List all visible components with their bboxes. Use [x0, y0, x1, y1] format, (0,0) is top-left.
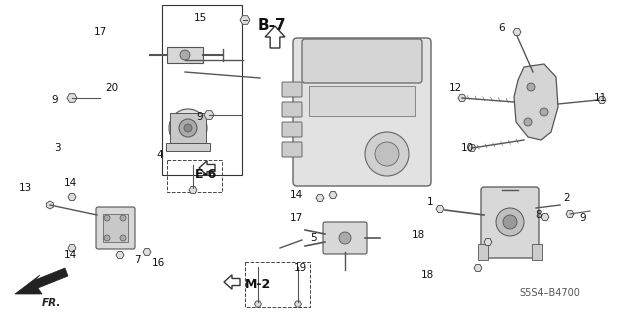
Circle shape — [180, 50, 190, 60]
Text: 17: 17 — [289, 213, 303, 223]
Circle shape — [339, 232, 351, 244]
Polygon shape — [474, 265, 482, 271]
Polygon shape — [68, 244, 76, 252]
Text: 6: 6 — [499, 23, 506, 33]
Polygon shape — [484, 238, 492, 245]
Polygon shape — [294, 301, 301, 307]
Polygon shape — [436, 205, 444, 212]
FancyBboxPatch shape — [302, 39, 422, 83]
FancyBboxPatch shape — [282, 82, 302, 97]
Polygon shape — [199, 161, 215, 175]
Text: 19: 19 — [293, 263, 307, 273]
FancyBboxPatch shape — [96, 207, 135, 249]
Polygon shape — [224, 275, 240, 289]
Polygon shape — [143, 249, 151, 255]
Polygon shape — [67, 94, 77, 102]
Text: 7: 7 — [134, 255, 140, 265]
Polygon shape — [598, 97, 606, 103]
FancyBboxPatch shape — [481, 187, 539, 258]
Text: 18: 18 — [420, 270, 434, 280]
Bar — [166, 143, 210, 151]
Text: 8: 8 — [536, 210, 542, 220]
Text: 15: 15 — [193, 13, 207, 23]
Circle shape — [540, 108, 548, 116]
Text: M-2: M-2 — [245, 278, 271, 291]
Polygon shape — [68, 194, 76, 200]
Bar — [478, 244, 488, 260]
FancyBboxPatch shape — [323, 222, 367, 254]
Text: 2: 2 — [564, 193, 570, 203]
Polygon shape — [15, 268, 68, 294]
Bar — [162, 5, 242, 175]
Polygon shape — [513, 28, 521, 36]
Circle shape — [104, 235, 110, 241]
Circle shape — [169, 109, 207, 147]
Polygon shape — [255, 301, 262, 307]
Bar — [532, 244, 542, 260]
FancyBboxPatch shape — [282, 122, 302, 137]
Bar — [167, 160, 222, 192]
Text: 11: 11 — [593, 93, 607, 103]
Text: 14: 14 — [63, 250, 77, 260]
Polygon shape — [316, 195, 324, 202]
Polygon shape — [189, 187, 197, 194]
Bar — [103, 214, 128, 242]
Circle shape — [104, 215, 110, 221]
Polygon shape — [116, 252, 124, 259]
Text: 14: 14 — [289, 190, 303, 200]
FancyBboxPatch shape — [282, 102, 302, 117]
Circle shape — [527, 83, 535, 91]
Text: 12: 12 — [449, 83, 461, 93]
Circle shape — [179, 119, 197, 137]
Polygon shape — [468, 145, 476, 151]
Bar — [309, 86, 415, 116]
Polygon shape — [329, 192, 337, 198]
Circle shape — [184, 124, 192, 132]
Bar — [245, 262, 310, 307]
Circle shape — [503, 215, 517, 229]
Text: 9: 9 — [580, 213, 586, 223]
Text: 16: 16 — [152, 258, 164, 268]
Polygon shape — [541, 213, 549, 220]
Text: 5: 5 — [310, 233, 316, 243]
Text: 1: 1 — [427, 197, 433, 207]
Text: 14: 14 — [63, 178, 77, 188]
Polygon shape — [167, 47, 203, 63]
Text: 13: 13 — [19, 183, 31, 193]
FancyBboxPatch shape — [293, 38, 431, 186]
Text: 10: 10 — [460, 143, 474, 153]
Circle shape — [365, 132, 409, 176]
Text: S5S4–B4700: S5S4–B4700 — [519, 288, 580, 298]
Polygon shape — [47, 201, 54, 209]
Bar — [170, 113, 206, 143]
Polygon shape — [458, 94, 466, 101]
Text: FR.: FR. — [42, 298, 61, 308]
Text: 9: 9 — [196, 112, 204, 122]
Circle shape — [496, 208, 524, 236]
Circle shape — [524, 118, 532, 126]
Text: 3: 3 — [54, 143, 60, 153]
Polygon shape — [204, 111, 214, 119]
Text: 18: 18 — [412, 230, 424, 240]
Text: 17: 17 — [93, 27, 107, 37]
Circle shape — [120, 235, 126, 241]
Text: B-7: B-7 — [258, 18, 287, 33]
Circle shape — [375, 142, 399, 166]
Circle shape — [120, 215, 126, 221]
Text: E-6: E-6 — [195, 168, 217, 181]
Polygon shape — [514, 64, 558, 140]
Polygon shape — [566, 211, 574, 218]
Text: 20: 20 — [106, 83, 118, 93]
FancyBboxPatch shape — [282, 142, 302, 157]
Polygon shape — [265, 26, 285, 48]
Polygon shape — [240, 16, 250, 24]
Text: 4: 4 — [157, 150, 163, 160]
Text: 9: 9 — [52, 95, 58, 105]
